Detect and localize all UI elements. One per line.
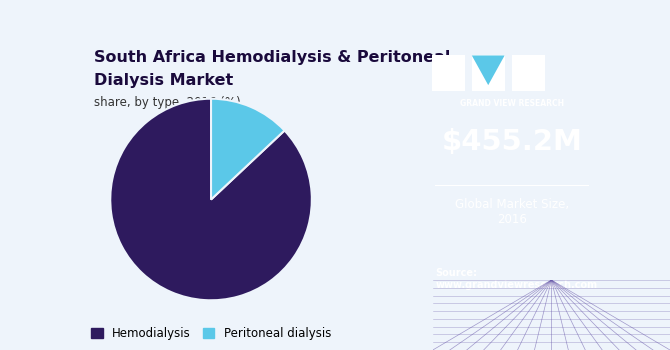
FancyBboxPatch shape (431, 56, 464, 91)
Wedge shape (111, 99, 312, 300)
FancyBboxPatch shape (472, 56, 505, 91)
FancyBboxPatch shape (512, 56, 545, 91)
Wedge shape (211, 99, 285, 200)
Text: share, by type, 2016 (%): share, by type, 2016 (%) (94, 96, 241, 109)
Text: Global Market Size,
2016: Global Market Size, 2016 (455, 198, 569, 226)
Legend: Hemodialysis, Peritoneal dialysis: Hemodialysis, Peritoneal dialysis (86, 322, 336, 345)
Text: Source:
www.grandviewresearch.com: Source: www.grandviewresearch.com (436, 268, 598, 290)
Polygon shape (472, 56, 505, 85)
Text: South Africa Hemodialysis & Peritoneal: South Africa Hemodialysis & Peritoneal (94, 50, 450, 65)
Text: $455.2M: $455.2M (442, 128, 582, 156)
Text: Dialysis Market: Dialysis Market (94, 73, 233, 88)
Text: GRAND VIEW RESEARCH: GRAND VIEW RESEARCH (460, 99, 564, 107)
